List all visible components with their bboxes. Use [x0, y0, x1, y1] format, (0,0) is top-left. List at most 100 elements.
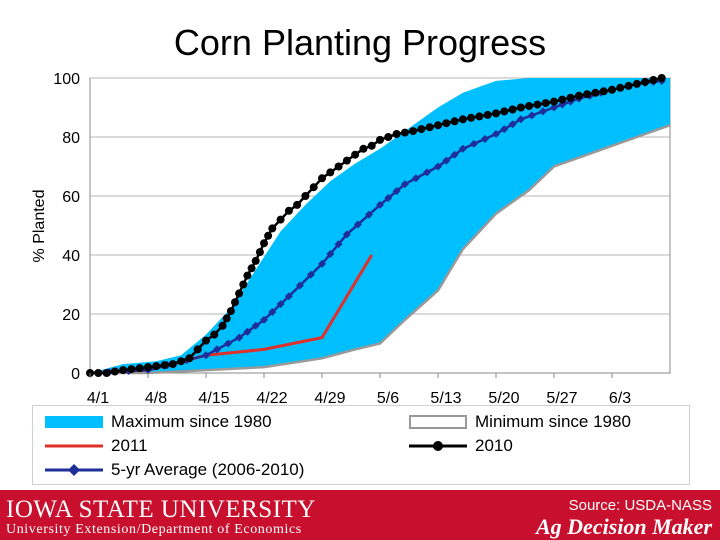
y-tick-label: 100 — [53, 71, 80, 88]
y2010-marker — [251, 256, 260, 265]
y2010-marker — [351, 150, 360, 159]
x-axis: 4/1 4/8 4/15 4/22 4/29 5/6 5/13 5/20 5/27 6/3 — [87, 373, 631, 405]
x-tick-label: 4/15 — [198, 390, 229, 405]
y2010-marker — [434, 121, 442, 130]
avg-marker — [442, 156, 451, 165]
y2010-marker — [442, 119, 451, 128]
max-min-band — [90, 78, 670, 373]
y2010-marker — [591, 88, 600, 97]
x-tick-label: 5/27 — [546, 390, 577, 405]
avg-marker — [469, 139, 478, 148]
avg-marker — [400, 180, 409, 189]
avg-marker — [251, 321, 260, 330]
y2010-marker — [583, 90, 592, 99]
y2010-marker — [376, 135, 384, 144]
y-axis-label: % Planted — [31, 190, 48, 263]
y2010-marker — [400, 128, 409, 137]
y2010-marker — [558, 95, 567, 104]
legend-label-2011: 2011 — [111, 436, 148, 455]
avg-marker — [268, 308, 277, 317]
y2010-marker — [177, 357, 186, 366]
y2010-marker — [231, 298, 239, 307]
x-tick-label: 5/13 — [430, 390, 461, 405]
y2010-marker — [574, 91, 583, 100]
y2010-marker — [616, 83, 625, 92]
y2010-marker — [144, 363, 152, 372]
chart-title: Corn Planting Progress — [173, 22, 547, 63]
y2010-marker — [359, 144, 368, 153]
y2010-marker — [475, 112, 484, 121]
avg-marker — [516, 115, 525, 124]
y2010-marker — [309, 183, 318, 192]
legend-label-avg: 5-yr Average (2006-2010) — [111, 460, 305, 479]
y2010-marker — [657, 74, 666, 82]
avg-marker — [213, 345, 222, 354]
brand-logo-text: Ag Decision Maker — [536, 514, 712, 539]
y2010-marker — [260, 239, 268, 248]
y2010-marker — [247, 264, 256, 273]
legend-item-2011: 2011 — [45, 436, 148, 456]
x-tick-label: 6/3 — [609, 390, 631, 405]
y2010-marker — [168, 360, 177, 369]
footer-bar — [0, 490, 720, 540]
y2010-marker — [450, 117, 459, 126]
y-tick-label: 0 — [71, 366, 80, 383]
y2010-marker — [276, 215, 285, 224]
avg-marker — [422, 168, 431, 177]
legend-item-2010: 2010 — [409, 436, 513, 456]
y2010-marker — [152, 362, 161, 371]
x-tick-label: 4/22 — [256, 390, 287, 405]
y2010-marker — [608, 85, 616, 94]
avg-marker — [508, 120, 517, 129]
source-note: Source: USDA-NASS — [568, 497, 712, 514]
series-lines — [86, 74, 671, 377]
y2010-marker — [516, 103, 525, 112]
y-tick-label: 80 — [62, 130, 80, 147]
y2010-marker — [458, 115, 467, 124]
institution-logo-text: IOWA STATE UNIVERSITY — [6, 496, 316, 523]
y2010-marker — [632, 79, 641, 88]
y2010-marker — [160, 361, 169, 370]
avg-marker — [376, 200, 384, 209]
avg-marker — [527, 111, 536, 120]
y2010-marker — [110, 367, 119, 376]
y2010-marker — [268, 224, 277, 233]
y2010-marker — [483, 110, 492, 119]
legend-item-min: Minimum since 1980 — [409, 412, 631, 432]
y2010-marker — [102, 369, 111, 377]
avg-marker — [538, 107, 547, 116]
y2010-marker — [417, 125, 426, 134]
y2010-marker — [318, 174, 326, 183]
avg-marker — [384, 193, 393, 202]
avg-marker — [480, 134, 489, 143]
avg-marker — [500, 125, 509, 134]
y2010-marker — [409, 127, 418, 136]
avg-marker — [450, 150, 459, 159]
y2010-marker — [541, 99, 550, 108]
y2010-marker — [533, 100, 542, 109]
y2010-marker — [392, 130, 401, 138]
y2010-marker — [243, 271, 252, 280]
y2010-marker — [500, 107, 509, 116]
y2010-marker — [119, 366, 128, 375]
y2010-marker — [193, 345, 202, 354]
x-tick-label: 4/29 — [314, 390, 345, 405]
avg-marker — [276, 300, 285, 309]
legend-item-max: Maximum since 1980 — [45, 412, 272, 432]
avg-marker — [342, 230, 351, 239]
avg-marker — [411, 174, 420, 183]
y2010-marker — [185, 354, 194, 363]
y2010-marker — [210, 330, 219, 339]
max-band-area — [90, 78, 670, 373]
y2010-marker — [222, 314, 231, 323]
y2010-marker — [492, 109, 500, 118]
avg-marker — [202, 351, 210, 360]
avg-marker — [458, 144, 467, 153]
y-axis: 0 20 40 60 80 100 — [53, 71, 80, 383]
y2010-marker — [94, 369, 103, 377]
y2010-marker — [566, 93, 575, 102]
x-tick-label: 5/20 — [488, 390, 519, 405]
avg-marker — [434, 162, 442, 171]
avg-marker — [364, 210, 373, 219]
y2010-marker — [255, 248, 264, 257]
